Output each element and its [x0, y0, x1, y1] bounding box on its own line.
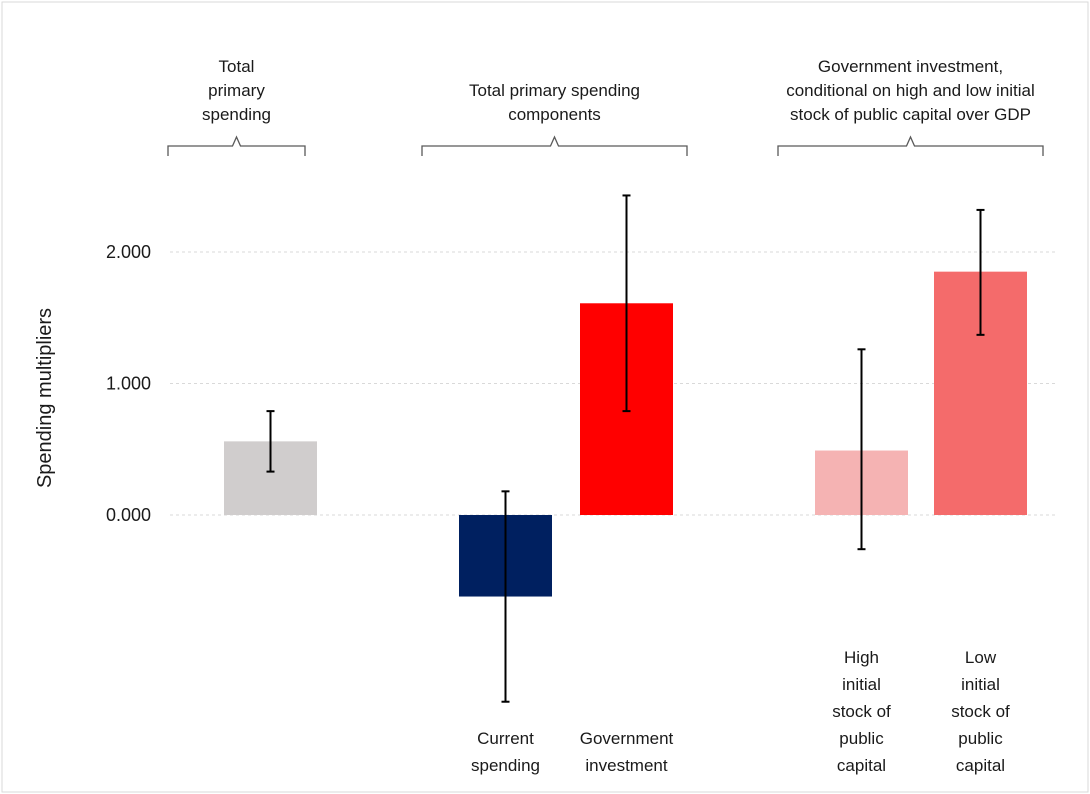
- group-label-2: Government investment, conditional on hig…: [786, 57, 1035, 124]
- y-tick-label: 0.000: [106, 505, 151, 525]
- category-label-line: spending: [471, 756, 540, 775]
- category-label-line: Government: [580, 729, 674, 748]
- y-tick-label: 2.000: [106, 242, 151, 262]
- group-label-line: Government investment,: [818, 57, 1003, 76]
- group-brace-1: [421, 135, 688, 156]
- group-label-line: stock of public capital over GDP: [790, 105, 1031, 124]
- group-label-line: Total primary spending: [469, 81, 640, 100]
- category-label-line: initial: [842, 675, 881, 694]
- category-label-line: initial: [961, 675, 1000, 694]
- group-label-line: conditional on high and low initial: [786, 81, 1035, 100]
- category-label-line: public: [839, 729, 884, 748]
- group-braces: [167, 135, 1044, 156]
- category-label-4: Low initial stock of public capital: [951, 648, 1010, 775]
- group-label-line: spending: [202, 105, 271, 124]
- category-label-2: Government investment: [580, 729, 674, 775]
- group-label-1: Total primary spending components: [469, 81, 640, 124]
- category-label-line: stock of: [951, 702, 1010, 721]
- group-label-line: primary: [208, 81, 265, 100]
- group-label-line: Total: [219, 57, 255, 76]
- category-label-3: High initial stock of public capital: [832, 648, 891, 775]
- y-axis: 0.000 1.000 2.000 Spending multipliers: [34, 242, 151, 525]
- category-label-line: stock of: [832, 702, 891, 721]
- group-label-0: Total primary spending: [202, 57, 271, 124]
- y-tick-label: 1.000: [106, 374, 151, 394]
- category-label-1: Current spending: [471, 729, 540, 775]
- error-bars: [266, 194, 985, 703]
- category-label-line: Low: [965, 648, 997, 667]
- y-axis-label: Spending multipliers: [34, 308, 56, 488]
- category-label-line: public: [958, 729, 1003, 748]
- category-label-line: capital: [837, 756, 886, 775]
- group-brace-2: [777, 135, 1044, 156]
- category-label-line: capital: [956, 756, 1005, 775]
- labels: Current spending Government investment High i…: [202, 57, 1035, 775]
- category-label-line: Current: [477, 729, 534, 748]
- category-label-line: High: [844, 648, 879, 667]
- category-label-line: investment: [585, 756, 667, 775]
- group-label-line: components: [508, 105, 601, 124]
- group-brace-0: [167, 135, 306, 156]
